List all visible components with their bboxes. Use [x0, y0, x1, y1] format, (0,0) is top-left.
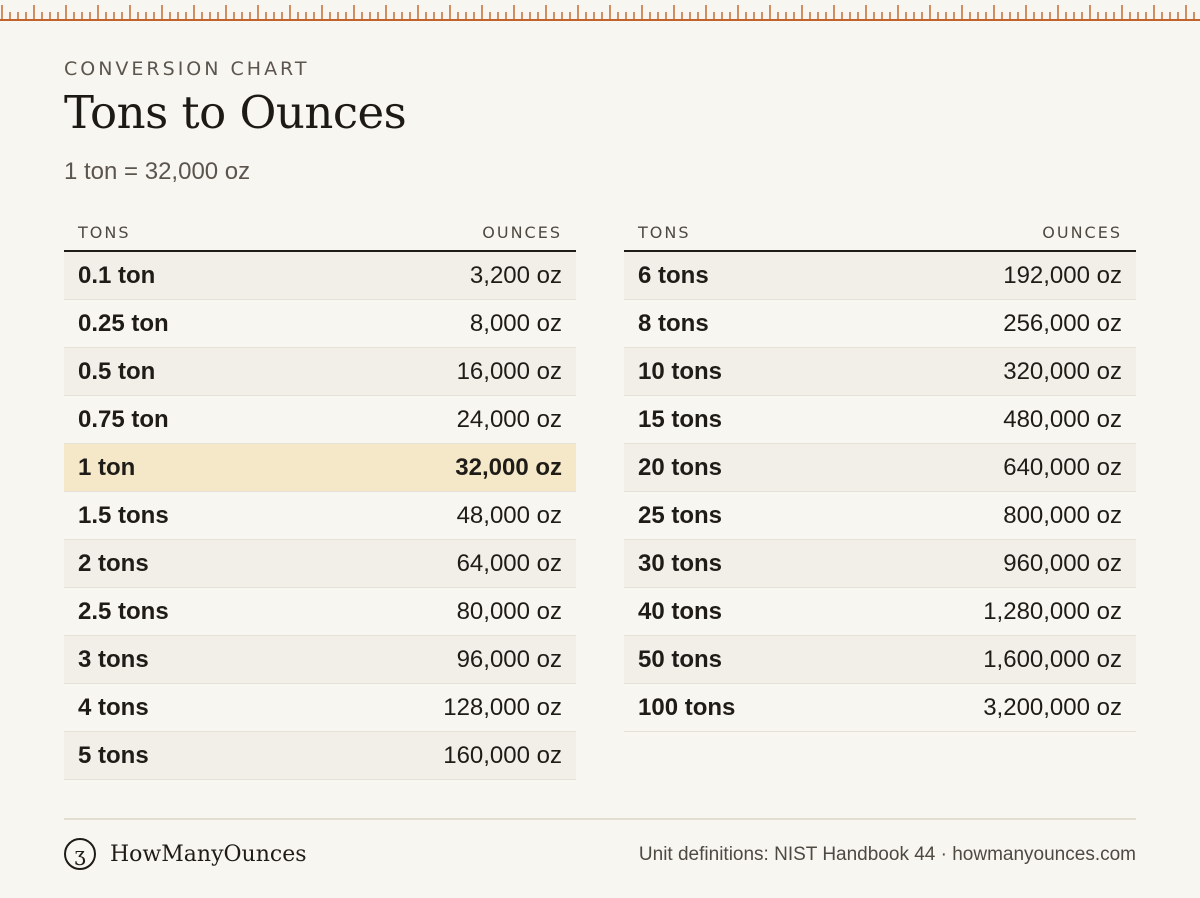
- tons-value: 40 tons: [638, 597, 723, 625]
- tons-value: 20 tons: [638, 453, 723, 481]
- tons-value: 1 ton: [78, 453, 136, 481]
- ounces-value: 160,000 oz: [443, 741, 562, 769]
- ruler-decoration: [0, 5, 1200, 21]
- ounces-value: 96,000 oz: [456, 645, 562, 673]
- ounces-value: 128,000 oz: [443, 693, 562, 721]
- tons-value: 30 tons: [638, 549, 723, 577]
- ounces-value: 24,000 oz: [456, 405, 562, 433]
- page-title: Tons to Ounces: [64, 86, 407, 139]
- tons-value: 3 tons: [78, 645, 149, 673]
- tons-value: 10 tons: [638, 357, 723, 385]
- ounces-value: 3,200 oz: [469, 261, 562, 289]
- table-row: 4 tons 128,000 oz: [64, 684, 576, 732]
- conversion-table-right: TONS OUNCES 6 tons 192,000 oz 8 tons 256,00…: [624, 214, 1136, 732]
- ounces-value: 320,000 oz: [1003, 357, 1122, 385]
- column-header-tons: TONS: [78, 222, 131, 242]
- tons-value: 0.1 ton: [78, 261, 156, 289]
- ounces-value: 3,200,000 oz: [983, 693, 1122, 721]
- table-row: 1 ton 32,000 oz: [64, 444, 576, 492]
- table-row: 3 tons 96,000 oz: [64, 636, 576, 684]
- table-row: 40 tons 1,280,000 oz: [624, 588, 1136, 636]
- table-body-left: 0.1 ton 3,200 oz 0.25 ton 8,000 oz 0.5 ton 16…: [64, 252, 576, 780]
- tons-value: 2.5 tons: [78, 597, 169, 625]
- table-row: 2 tons 64,000 oz: [64, 540, 576, 588]
- ounces-value: 80,000 oz: [456, 597, 562, 625]
- ounces-value: 800,000 oz: [1003, 501, 1122, 529]
- table-row: 0.5 ton 16,000 oz: [64, 348, 576, 396]
- table-header: TONS OUNCES: [624, 214, 1136, 252]
- tons-value: 4 tons: [78, 693, 149, 721]
- table-header: TONS OUNCES: [64, 214, 576, 252]
- tons-value: 0.25 ton: [78, 309, 169, 337]
- ounces-value: 480,000 oz: [1003, 405, 1122, 433]
- ounces-value: 1,280,000 oz: [983, 597, 1122, 625]
- tons-value: 6 tons: [638, 261, 709, 289]
- tons-value: 0.75 ton: [78, 405, 169, 433]
- table-row: 5 tons 160,000 oz: [64, 732, 576, 780]
- table-row: 100 tons 3,200,000 oz: [624, 684, 1136, 732]
- page-subtitle: 1 ton = 32,000 oz: [64, 158, 251, 185]
- ounces-value: 256,000 oz: [1003, 309, 1122, 337]
- ounces-value: 640,000 oz: [1003, 453, 1122, 481]
- table-body-right: 6 tons 192,000 oz 8 tons 256,000 oz 10 tons 3…: [624, 252, 1136, 732]
- table-row: 50 tons 1,600,000 oz: [624, 636, 1136, 684]
- ounces-value: 960,000 oz: [1003, 549, 1122, 577]
- tons-value: 1.5 tons: [78, 501, 169, 529]
- table-row: 10 tons 320,000 oz: [624, 348, 1136, 396]
- column-header-tons: TONS: [638, 222, 691, 242]
- brand-logo[interactable]: ʒ HowManyOunces: [64, 838, 307, 870]
- eyebrow-label: CONVERSION CHART: [64, 58, 310, 80]
- conversion-table-left: TONS OUNCES 0.1 ton 3,200 oz 0.25 ton 8,000…: [64, 214, 576, 780]
- ounces-value: 192,000 oz: [1003, 261, 1122, 289]
- logo-icon: ʒ: [64, 838, 96, 870]
- footer-divider: [64, 818, 1136, 820]
- tons-value: 100 tons: [638, 693, 736, 721]
- tons-value: 25 tons: [638, 501, 723, 529]
- table-row: 30 tons 960,000 oz: [624, 540, 1136, 588]
- footer-source-note: Unit definitions: NIST Handbook 44 · how…: [638, 844, 1136, 865]
- table-row: 1.5 tons 48,000 oz: [64, 492, 576, 540]
- ounces-value: 16,000 oz: [456, 357, 562, 385]
- table-row: 15 tons 480,000 oz: [624, 396, 1136, 444]
- table-row: 0.75 ton 24,000 oz: [64, 396, 576, 444]
- table-row: 6 tons 192,000 oz: [624, 252, 1136, 300]
- ounces-value: 48,000 oz: [456, 501, 562, 529]
- column-header-ounces: OUNCES: [1042, 222, 1122, 242]
- table-row: 25 tons 800,000 oz: [624, 492, 1136, 540]
- tons-value: 0.5 ton: [78, 357, 156, 385]
- tons-value: 5 tons: [78, 741, 149, 769]
- tons-value: 2 tons: [78, 549, 149, 577]
- table-row: 20 tons 640,000 oz: [624, 444, 1136, 492]
- tons-value: 50 tons: [638, 645, 723, 673]
- table-row: 2.5 tons 80,000 oz: [64, 588, 576, 636]
- tons-value: 8 tons: [638, 309, 709, 337]
- ounces-value: 1,600,000 oz: [983, 645, 1122, 673]
- ounces-value: 64,000 oz: [456, 549, 562, 577]
- ounces-value: 8,000 oz: [469, 309, 562, 337]
- table-row: 0.1 ton 3,200 oz: [64, 252, 576, 300]
- table-row: 0.25 ton 8,000 oz: [64, 300, 576, 348]
- tons-value: 15 tons: [638, 405, 723, 433]
- ounces-value: 32,000 oz: [455, 453, 562, 481]
- table-row: 8 tons 256,000 oz: [624, 300, 1136, 348]
- column-header-ounces: OUNCES: [482, 222, 562, 242]
- brand-name: HowManyOunces: [110, 841, 307, 867]
